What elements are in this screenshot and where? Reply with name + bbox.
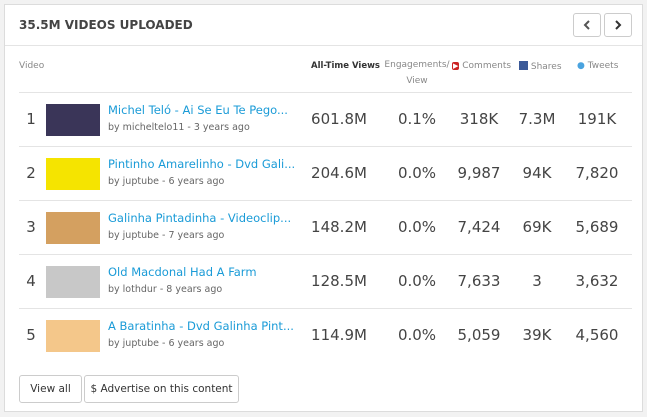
col-header[interactable]: Tweets xyxy=(587,61,619,71)
metric-engagement: 0.0% xyxy=(397,164,437,182)
widget: 35.5M VIDEOS UPLOADED Video All-Time Vie… xyxy=(4,4,643,412)
thumbnail[interactable] xyxy=(46,266,100,298)
metric-comments: 9,987 xyxy=(457,164,501,182)
metric-tweets: 191K xyxy=(577,110,617,128)
youtube-icon: ▶ xyxy=(452,62,460,70)
table-row[interactable]: 4 Old Macdonal Had A Farm by lothdur - 8 y… xyxy=(19,254,632,308)
table-row[interactable]: 5 A Baratinha - Dvd Galinha Pint... by jup… xyxy=(19,308,632,362)
rank: 1 xyxy=(26,110,36,128)
rank: 3 xyxy=(26,218,36,236)
thumbnail[interactable] xyxy=(46,104,100,136)
view-all-button[interactable]: View all xyxy=(19,375,82,403)
rank: 5 xyxy=(26,326,36,344)
metric-tweets: 3,632 xyxy=(575,272,619,290)
metric-tweets: 4,560 xyxy=(575,326,619,344)
prev-button[interactable] xyxy=(573,13,601,37)
widget-title: 35.5M VIDEOS UPLOADED xyxy=(19,18,193,32)
table-row[interactable]: 2 Pintinho Amarelinho - Dvd Gali... by jup… xyxy=(19,146,632,200)
metric-views: 601.8M xyxy=(311,110,367,128)
metric-comments: 7,424 xyxy=(457,218,501,236)
metric-shares: 7.3M xyxy=(518,110,556,128)
video-title[interactable]: Galinha Pintadinha - Videoclip... xyxy=(108,211,292,225)
video-title[interactable]: Old Macdonal Had A Farm xyxy=(108,265,257,279)
video-meta: by juptube - 6 years ago xyxy=(108,176,225,187)
video-title[interactable]: Michel Teló - Ai Se Eu Te Pego... xyxy=(108,103,288,117)
metric-engagement: 0.0% xyxy=(397,218,437,236)
thumbnail[interactable] xyxy=(46,212,100,244)
next-button[interactable] xyxy=(604,13,632,37)
metric-tweets: 7,820 xyxy=(575,164,619,182)
rank: 4 xyxy=(26,272,36,290)
metric-engagement: 0.0% xyxy=(397,326,437,344)
twitter-icon: ● xyxy=(577,61,585,71)
metric-shares: 39K xyxy=(522,326,552,344)
metric-views: 128.5M xyxy=(311,272,367,290)
table-row[interactable]: 3 Galinha Pintadinha - Videoclip... by jup… xyxy=(19,200,632,254)
metric-tweets: 5,689 xyxy=(575,218,619,236)
metric-engagement: 0.0% xyxy=(397,272,437,290)
advertise-button[interactable]: $ Advertise on this content xyxy=(84,375,239,403)
metric-engagement: 0.1% xyxy=(397,110,437,128)
metric-views: 148.2M xyxy=(311,218,367,236)
facebook-icon xyxy=(519,61,528,70)
col-header[interactable]: Shares xyxy=(530,62,562,72)
col-header-wrap: ● Tweets xyxy=(577,61,618,71)
metric-comments: 318K xyxy=(459,110,499,128)
video-title[interactable]: A Baratinha - Dvd Galinha Pint... xyxy=(108,319,294,333)
metric-views: 114.9M xyxy=(311,326,367,344)
col-header[interactable]: Comments xyxy=(462,61,512,71)
col-header-wrap: Shares xyxy=(519,61,562,72)
metric-shares: 3 xyxy=(532,272,542,290)
col-header[interactable]: All-Time Views xyxy=(311,61,380,71)
divider xyxy=(5,45,642,46)
metric-comments: 5,059 xyxy=(457,326,501,344)
thumbnail[interactable] xyxy=(46,320,100,352)
rank: 2 xyxy=(26,164,36,182)
table-row[interactable]: 1 Michel Teló - Ai Se Eu Te Pego... by mic… xyxy=(19,92,632,146)
thumbnail[interactable] xyxy=(46,158,100,190)
video-meta: by juptube - 7 years ago xyxy=(108,230,225,241)
metric-views: 204.6M xyxy=(311,164,367,182)
video-title[interactable]: Pintinho Amarelinho - Dvd Gali... xyxy=(108,157,296,171)
video-meta: by juptube - 6 years ago xyxy=(108,338,225,349)
col-header: Video xyxy=(19,61,45,71)
metric-shares: 69K xyxy=(522,218,552,236)
video-meta: by lothdur - 8 years ago xyxy=(108,284,223,295)
metric-comments: 7,633 xyxy=(457,272,501,290)
video-meta: by micheltelo11 - 3 years ago xyxy=(108,122,250,133)
col-header[interactable]: Engagements/ View xyxy=(384,60,450,86)
col-header-wrap: ▶ Comments xyxy=(452,61,511,71)
metric-shares: 94K xyxy=(522,164,552,182)
